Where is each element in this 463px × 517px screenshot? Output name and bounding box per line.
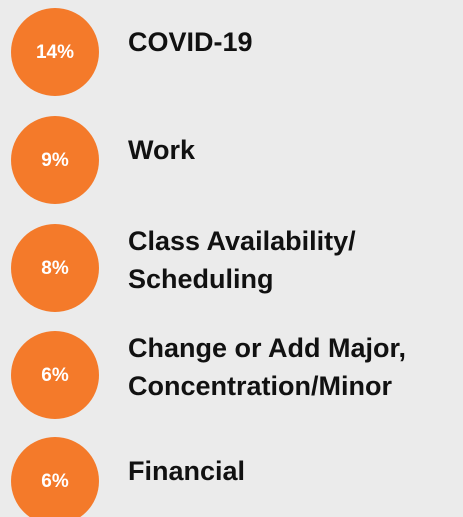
percent-badge	[11, 116, 99, 204]
item-label: Class Availability/	[128, 226, 356, 256]
percent-text: 6%	[41, 471, 69, 492]
percent-badge	[11, 8, 99, 96]
item-label: Work	[128, 135, 196, 165]
percent-badge	[11, 224, 99, 312]
percent-text: 6%	[41, 365, 69, 386]
percent-text: 9%	[41, 150, 69, 171]
percent-text: 8%	[41, 258, 69, 279]
item-label: Concentration/Minor	[128, 371, 392, 401]
percent-text: 14%	[36, 42, 74, 63]
item-label: COVID-19	[128, 27, 253, 57]
item-label: Scheduling	[128, 264, 274, 294]
item-label: Financial	[128, 456, 245, 486]
item-label: Change or Add Major,	[128, 333, 406, 363]
percent-badge	[11, 437, 99, 517]
percent-badge	[11, 331, 99, 419]
